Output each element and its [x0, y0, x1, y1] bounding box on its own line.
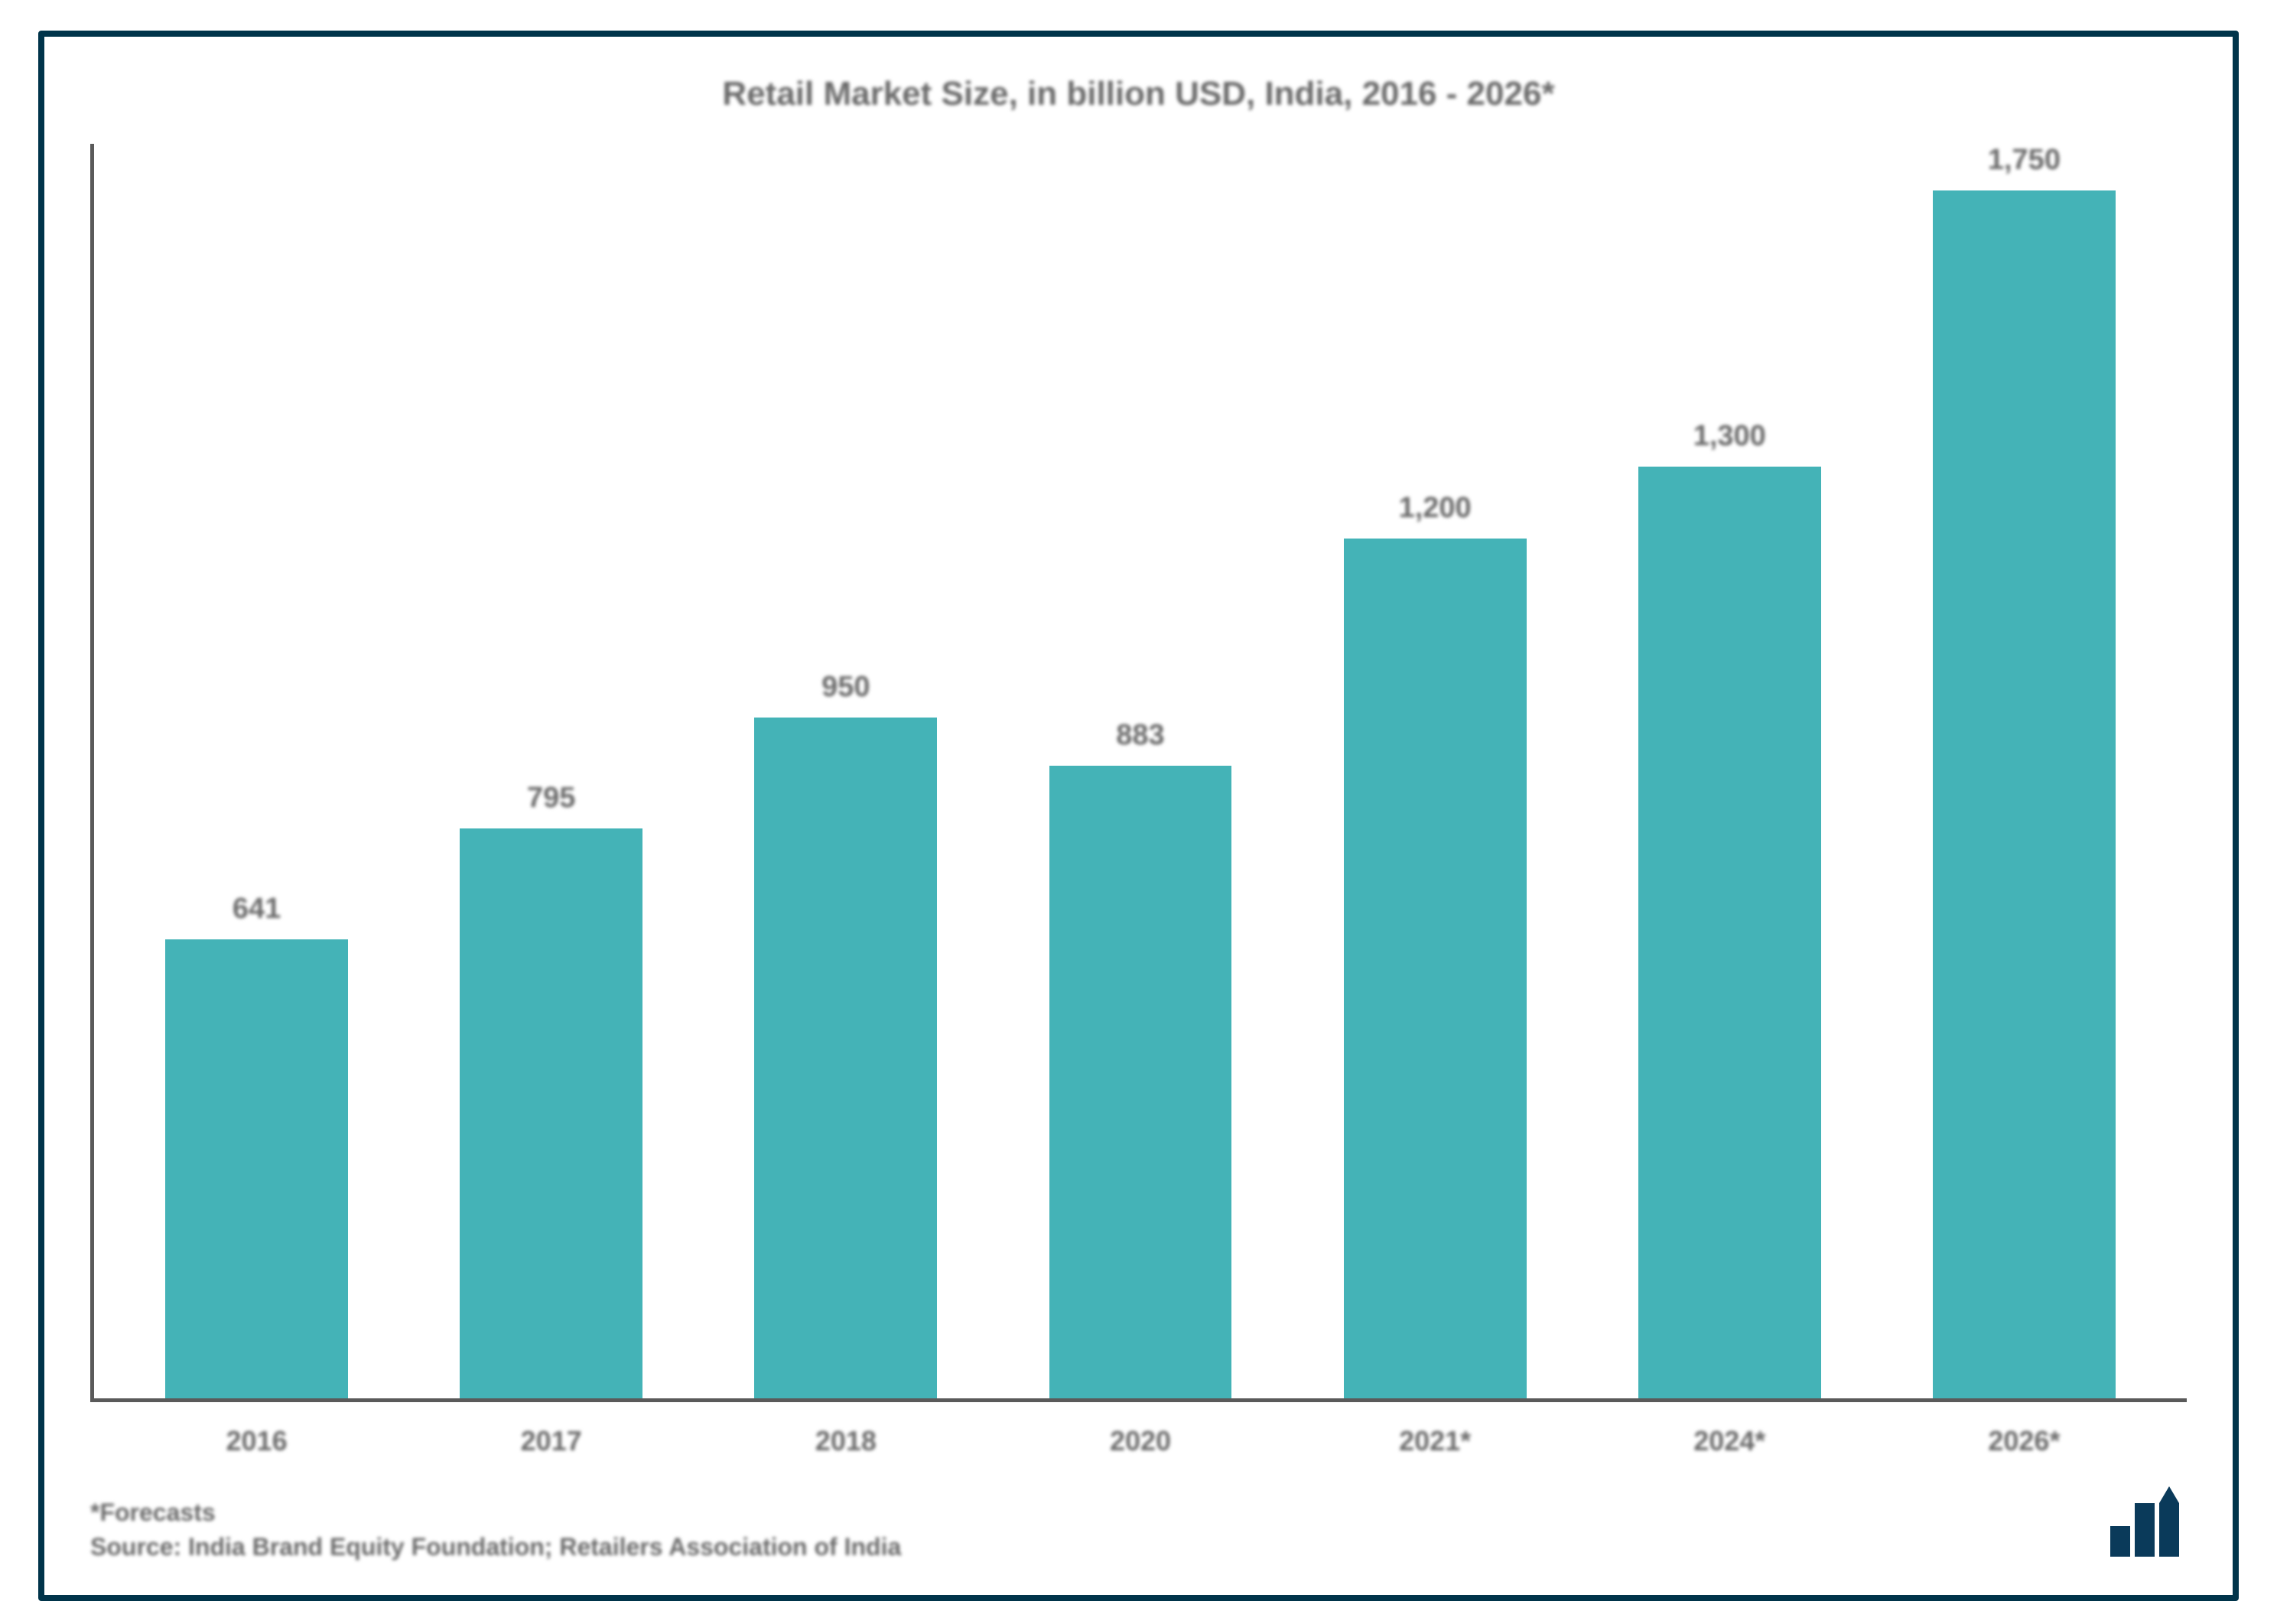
x-axis: 20162017201820202021*2024*2026*: [94, 1402, 2187, 1457]
bar-value-label: 1,300: [1693, 420, 1766, 453]
source-line: Source: India Brand Equity Foundation; R…: [90, 1530, 2187, 1564]
bar-wrap: 883: [993, 144, 1287, 1398]
bar: [1344, 539, 1527, 1399]
bars-group: 641 795 950 883 1,200 1,300 1,750: [94, 144, 2187, 1398]
x-tick-label: 2017: [404, 1425, 698, 1457]
x-tick-label: 2020: [993, 1425, 1287, 1457]
bar-wrap: 950: [698, 144, 993, 1398]
logo-bar-icon: [2110, 1526, 2130, 1557]
bar: [1049, 766, 1232, 1399]
bar-value-label: 641: [233, 893, 281, 926]
bar-value-label: 950: [821, 671, 870, 704]
bar-value-label: 1,200: [1399, 492, 1472, 525]
brand-logo: [2110, 1503, 2179, 1557]
bar-value-label: 1,750: [1988, 144, 2061, 177]
bar-value-label: 883: [1116, 719, 1164, 752]
x-tick-label: 2021*: [1288, 1425, 1583, 1457]
x-tick-label: 2018: [698, 1425, 993, 1457]
bar-wrap: 1,750: [1877, 144, 2171, 1398]
logo-bar-icon: [2135, 1503, 2155, 1557]
bar-wrap: 795: [404, 144, 698, 1398]
x-tick-label: 2024*: [1583, 1425, 1877, 1457]
bar: [165, 939, 348, 1399]
bar-wrap: 641: [109, 144, 404, 1398]
plot-area: 641 795 950 883 1,200 1,300 1,750: [90, 144, 2187, 1402]
bar-value-label: 795: [527, 782, 575, 815]
bar-wrap: 1,200: [1288, 144, 1583, 1398]
bar: [1933, 190, 2116, 1398]
chart-title: Retail Market Size, in billion USD, Indi…: [90, 75, 2187, 113]
chart-container: Retail Market Size, in billion USD, Indi…: [38, 31, 2239, 1601]
forecast-note: *Forecasts: [90, 1495, 2187, 1530]
x-tick-label: 2016: [109, 1425, 404, 1457]
logo-arrow-icon: [2159, 1503, 2179, 1557]
bar-wrap: 1,300: [1583, 144, 1877, 1398]
chart-area: 641 795 950 883 1,200 1,300 1,750 201620172018…: [90, 144, 2187, 1457]
bar: [460, 828, 642, 1398]
chart-footer: *Forecasts Source: India Brand Equity Fo…: [90, 1495, 2187, 1564]
x-tick-label: 2026*: [1877, 1425, 2171, 1457]
bar: [754, 718, 937, 1399]
bar: [1638, 467, 1821, 1399]
